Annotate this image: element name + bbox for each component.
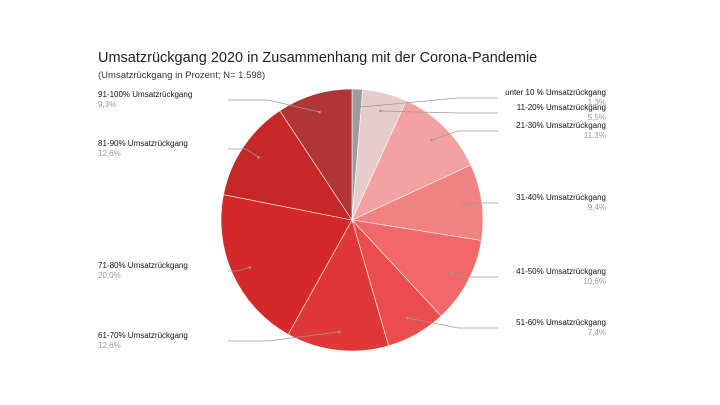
leader-dot <box>379 109 382 113</box>
leader-dot <box>430 138 433 142</box>
leader-dot <box>355 106 358 109</box>
pie-slice <box>279 88 353 221</box>
leader-line <box>228 266 250 272</box>
slice-value-label: 9,3% <box>98 100 116 109</box>
leader-line <box>228 331 340 342</box>
leader-dot <box>406 316 409 320</box>
slice-value-label: 20,0% <box>98 271 121 280</box>
leader-line <box>228 148 259 158</box>
leader-line <box>380 110 498 114</box>
leader-dot <box>248 266 252 269</box>
leader-dot <box>338 330 341 334</box>
pie-slice <box>220 194 353 335</box>
leader-dot <box>450 271 453 275</box>
slice-value-label: 11,3% <box>584 131 606 140</box>
slice-value-label: 5,5% <box>588 113 606 122</box>
pie-slice <box>351 219 482 317</box>
chart-title: Umsatzrückgang 2020 in Zusammenhang mit … <box>98 50 538 66</box>
leader-dot <box>318 110 321 114</box>
pie-slice <box>350 164 484 241</box>
slice-label: 61-70% Umsatzrückgang <box>98 331 188 340</box>
slice-label: unter 10 % Umsatzrückgang <box>505 88 606 97</box>
leader-dot <box>462 203 465 206</box>
slice-value-label: 9,4% <box>588 203 606 212</box>
leader-line <box>228 99 320 113</box>
slice-label: 21-30% Umsatzrückgang <box>516 121 606 130</box>
slice-value-label: 12,6% <box>98 341 121 350</box>
leader-line <box>451 272 498 278</box>
slice-label: 31-40% Umsatzrückgang <box>516 193 606 202</box>
leader-line <box>431 130 498 141</box>
slice-value-label: 10,6% <box>583 277 606 286</box>
leader-line <box>356 97 498 108</box>
slice-label: 81-90% Umsatzrückgang <box>98 139 188 148</box>
slice-label: 71-80% Umsatzrückgang <box>98 261 188 270</box>
leader-line <box>407 317 498 329</box>
slice-label: 41-50% Umsatzrückgang <box>516 267 606 276</box>
pie-slice <box>287 219 389 352</box>
chart-subtitle: (Umsatzrückgang in Prozent; N= 1.598) <box>98 70 266 81</box>
slice-value-label: 7,4% <box>588 328 606 337</box>
slice-label: 51-60% Umsatzrückgang <box>516 318 606 327</box>
slice-value-label: 12,6% <box>98 149 121 158</box>
slice-value-label: 1,3% <box>588 98 606 107</box>
pie-slice <box>223 110 353 221</box>
slice-label: 91-100% Umsatzrückgang <box>98 90 192 99</box>
leader-line <box>463 202 498 205</box>
leader-dot <box>257 156 260 159</box>
slice-label: 11-20% Umsatzrückgang <box>517 103 606 112</box>
